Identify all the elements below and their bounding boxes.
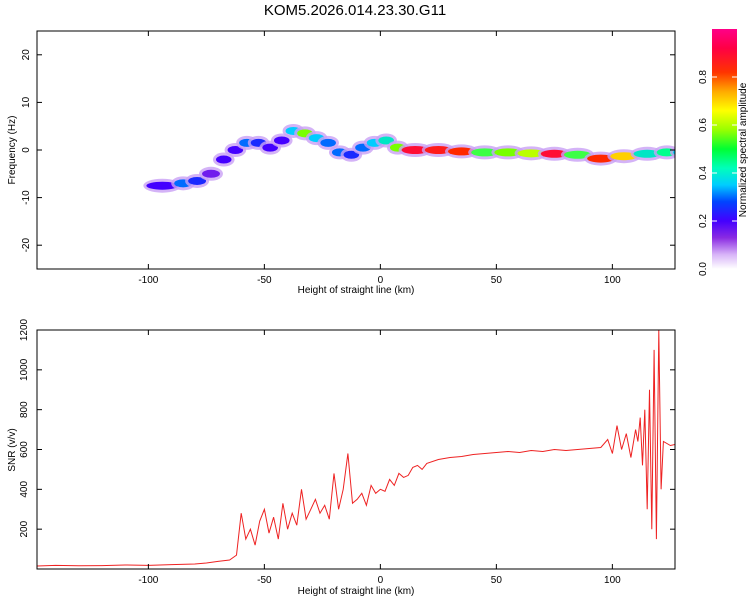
snr-y-tick-label: 400 xyxy=(19,481,30,498)
snr-y-tick-label: 600 xyxy=(19,441,30,458)
heatmap-y-tick-label: -20 xyxy=(21,238,32,253)
colorbar-ticks: 0.0 0.2 0.4 0.6 0.8 xyxy=(698,70,737,276)
heatmap-y-tick-label: 10 xyxy=(21,96,32,108)
colorbar-tick-label: 0.8 xyxy=(698,70,709,84)
ridge-cell xyxy=(471,148,499,157)
snr-y-tick-label: 800 xyxy=(19,401,30,418)
heatmap-y-axis-label: Frequency (Hz) xyxy=(7,116,18,185)
snr-ticks: -100 -50 0 50 100 200 400 600 800 1000 1200 xyxy=(19,318,675,586)
snr-x-tick-label: -100 xyxy=(138,575,158,586)
heatmap-x-tick-label: 100 xyxy=(604,275,621,286)
ridge-cell xyxy=(202,169,220,178)
ridge-cell xyxy=(215,155,232,164)
chart-title: KOM5.2026.014.23.30.G11 xyxy=(263,2,447,19)
snr-y-axis-label: SNR (v/v) xyxy=(7,428,18,471)
snr-x-tick-label: 50 xyxy=(491,575,503,586)
heatmap-x-tick-label: 50 xyxy=(491,275,503,286)
ridge-cell xyxy=(517,149,545,158)
ridge-cell xyxy=(320,138,336,147)
ridge-cell xyxy=(227,146,244,154)
heatmap-x-tick-label: -100 xyxy=(138,275,158,286)
colorbar-gradient xyxy=(712,29,737,269)
heatmap-ridge xyxy=(143,123,675,193)
colorbar-tick-label: 0.2 xyxy=(698,214,709,228)
ridge-cell xyxy=(262,143,278,152)
ridge-cell xyxy=(378,136,394,145)
snr-x-tick-label: -50 xyxy=(257,575,272,586)
snr-x-tick-label: 0 xyxy=(378,575,384,586)
heatmap-y-tick-label: 20 xyxy=(21,49,32,61)
ridge-cell xyxy=(563,150,592,159)
colorbar-tick-label: 0.6 xyxy=(698,118,709,132)
heatmap-y-tick-label: -10 xyxy=(21,190,32,205)
snr-y-tick-label: 1000 xyxy=(19,358,30,381)
colorbar-label: Normalized spectral amplitude xyxy=(738,82,749,217)
ridge-cell xyxy=(673,150,675,155)
ridge-cell xyxy=(188,176,207,185)
snr-series-line xyxy=(37,330,675,567)
ridge-cell xyxy=(343,150,360,159)
snr-x-tick-label: 100 xyxy=(604,575,621,586)
snr-panel: -100 -50 0 50 100 200 400 600 800 1000 1200 Height… xyxy=(7,318,676,597)
heatmap-x-tick-label: -50 xyxy=(257,275,272,286)
ridge-cell xyxy=(146,181,179,190)
heatmap-y-tick-label: 0 xyxy=(21,147,32,153)
snr-y-tick-label: 200 xyxy=(19,520,30,537)
snr-x-axis-label: Height of straight line (km) xyxy=(298,586,415,597)
heatmap-x-axis-label: Height of straight line (km) xyxy=(298,285,415,296)
colorbar-tick-label: 0.4 xyxy=(698,166,709,180)
heatmap-x-tick-label: 0 xyxy=(378,275,384,286)
ridge-cell xyxy=(273,136,290,145)
colorbar-tick-label: 0.0 xyxy=(698,262,709,276)
colorbar: 0.0 0.2 0.4 0.6 0.8 Normalized spectral ampl… xyxy=(698,29,749,276)
ridge-cell xyxy=(401,146,429,154)
snr-y-tick-label: 1200 xyxy=(19,318,30,341)
